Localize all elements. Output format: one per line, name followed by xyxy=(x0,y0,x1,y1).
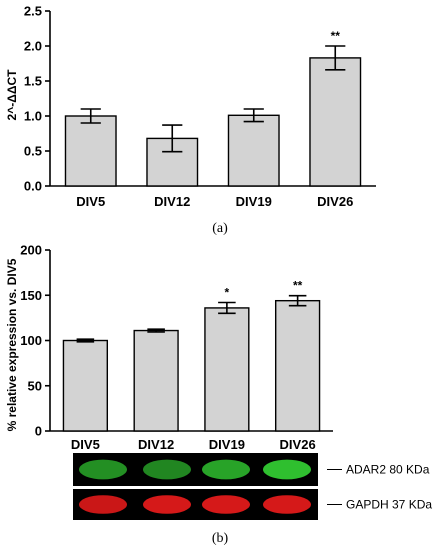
x-tick-label: DIV12 xyxy=(138,437,174,452)
blot-band xyxy=(143,459,191,480)
y-tick-label: 100 xyxy=(20,333,42,348)
x-tick-label: DIV12 xyxy=(154,194,190,209)
bar-div26 xyxy=(274,299,321,432)
chart-b-y-axis-label: % relative expression vs. DIV5 xyxy=(5,258,19,431)
y-tick-label: 150 xyxy=(20,288,42,303)
bar-div19 xyxy=(227,114,280,187)
chart-b: 0 50 100 150 200 DIV5 DIV12 * DIV19 ** DIV26 xyxy=(20,243,333,452)
y-tick-label: 1.0 xyxy=(24,109,42,124)
y-tick-label: 1.5 xyxy=(24,74,42,89)
y-tick-label: 0.5 xyxy=(24,144,42,159)
y-tick-label: 0 xyxy=(35,424,42,439)
x-tick-label: DIV19 xyxy=(236,194,272,209)
western-blot: ADAR2 80 KDa GAPDH 37 KDa xyxy=(73,453,432,520)
panel-label-a: (a) xyxy=(212,221,228,236)
y-tick-label: 0.0 xyxy=(24,179,42,194)
blot-band xyxy=(79,495,127,514)
blot-label: GAPDH 37 KDa xyxy=(346,498,432,512)
significance-marker: ** xyxy=(331,29,341,43)
y-tick-label: 200 xyxy=(20,243,42,258)
y-tick-label: 2.5 xyxy=(24,4,42,19)
bar-div12 xyxy=(133,329,179,432)
panel-label-b: (b) xyxy=(212,531,229,546)
blot-band xyxy=(202,459,250,480)
x-tick-label: DIV19 xyxy=(209,437,245,452)
blot-band xyxy=(202,495,250,514)
blot-band xyxy=(263,495,311,514)
chart-a-y-axis-label: 2^-ΔΔCT xyxy=(5,69,19,121)
y-tick-label: 50 xyxy=(28,378,42,393)
bar-div19 xyxy=(204,307,250,432)
error-bar xyxy=(325,45,346,71)
chart-a: 0.0 0.5 1.0 1.5 2.0 2.5 DIV5 DIV12 DIV19 ** DIV26 xyxy=(24,4,376,209)
error-bar xyxy=(147,328,165,333)
bar-div5 xyxy=(64,115,117,187)
bar-div5 xyxy=(62,339,109,432)
bar-div26 xyxy=(309,57,362,187)
blot-band xyxy=(263,459,311,480)
significance-marker: * xyxy=(225,285,230,299)
x-tick-label: DIV26 xyxy=(280,437,316,452)
error-bar xyxy=(162,124,183,153)
significance-marker: ** xyxy=(293,279,303,293)
y-tick-label: 2.0 xyxy=(24,39,42,54)
x-tick-label: DIV26 xyxy=(317,194,353,209)
x-tick-label: DIV5 xyxy=(76,194,105,209)
x-tick-label: DIV5 xyxy=(71,437,100,452)
error-bar xyxy=(80,108,101,124)
blot-band xyxy=(143,495,191,514)
blot-label: ADAR2 80 KDa xyxy=(346,463,430,477)
error-bar xyxy=(288,294,307,307)
error-bar xyxy=(76,338,95,343)
blot-band xyxy=(79,459,127,480)
error-bar xyxy=(243,108,264,123)
error-bar xyxy=(218,301,236,315)
